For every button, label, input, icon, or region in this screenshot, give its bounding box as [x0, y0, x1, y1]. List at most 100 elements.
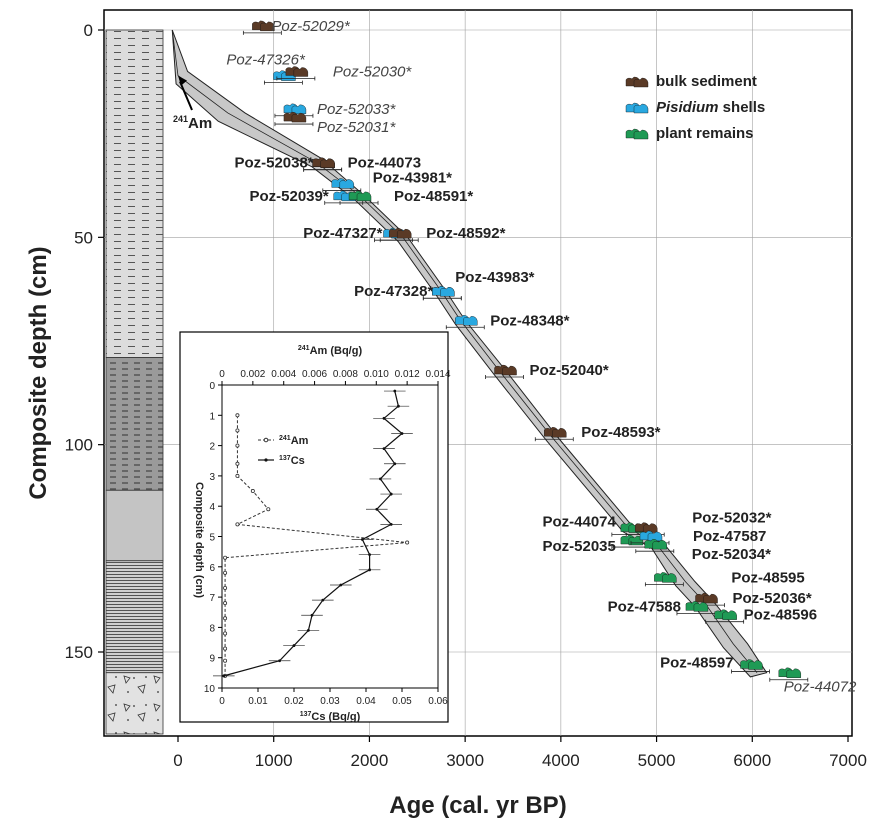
inset-bottom-axis-label: 137Cs (Bq/g)	[300, 711, 361, 723]
inset-bottom-tick-label: 0.03	[320, 696, 340, 707]
date-marker-shell	[647, 531, 663, 542]
cs-point	[222, 674, 226, 678]
inset-top-tick-label: 0.014	[425, 369, 450, 380]
date-marker-shell	[339, 179, 354, 189]
inset-bottom-tick-label: 0.06	[428, 696, 448, 707]
cs-point	[310, 613, 314, 617]
am-pointer-arrowhead	[178, 75, 187, 86]
date-marker-bulk	[320, 158, 335, 168]
date-marker-bulk	[703, 593, 718, 604]
inset-top-tick-label: 0.010	[364, 369, 389, 380]
am-point	[235, 428, 240, 433]
date-label: Poz-52040*	[530, 362, 609, 379]
inset-y-tick-label: 8	[209, 623, 215, 634]
inset-bottom-tick-label: 0	[219, 696, 225, 707]
date-poz-43983-star: Poz-43983*	[422, 269, 535, 301]
inset-y-tick-label: 5	[209, 533, 215, 544]
cs-point	[393, 389, 397, 393]
cs-point	[368, 553, 371, 557]
lithology-unit-5	[105, 672, 164, 735]
inset-top-tick-label: 0	[219, 369, 225, 380]
am-point	[223, 646, 228, 651]
date-label: Poz-47587	[693, 528, 766, 545]
date-poz-48593-star: Poz-48593*	[534, 424, 661, 442]
inset-bottom-tick-label: 0.04	[356, 696, 376, 707]
lithology-unit-4	[105, 560, 164, 674]
date-poz-48595: Poz-48595	[644, 569, 805, 587]
date-marker-plant	[693, 602, 709, 612]
x-axis-ticks: 0 1000 2000 3000 4000 5000 6000 7000	[173, 736, 867, 770]
date-label: Poz-52039*	[249, 188, 328, 205]
inset-y-tick-label: 0	[209, 381, 215, 392]
date-label: Poz-44072	[784, 679, 857, 696]
inset-legend-am-label: 241Am	[279, 435, 309, 447]
date-label: Poz-48592*	[426, 225, 505, 242]
date-label: Poz-52036*	[733, 590, 812, 607]
am-pointer-arrow	[179, 81, 193, 111]
cs-point	[375, 507, 379, 511]
date-label: Poz-52038*	[234, 155, 313, 172]
cs-point	[400, 432, 404, 435]
legend-item-shell: Pisidium shells	[625, 99, 765, 116]
date-label: Poz-52029*	[271, 18, 351, 35]
am-point	[223, 570, 228, 575]
am-point	[235, 413, 240, 418]
inset-y-tick-label: 9	[209, 654, 215, 665]
legend-marker-bulk	[633, 77, 649, 88]
date-label: Poz-48595	[731, 569, 804, 586]
date-label: Poz-48597	[660, 654, 733, 671]
lithology-unit-1-pattern	[106, 30, 163, 358]
date-label: Poz-48591*	[394, 188, 473, 205]
date-label: Poz-44073	[348, 155, 421, 172]
inset-y-tick-label: 6	[209, 563, 215, 574]
cs-point	[382, 416, 386, 420]
date-poz-52040-star: Poz-52040*	[485, 362, 609, 380]
legend-item-plant: plant remains	[625, 125, 754, 142]
date-poz-48596: Poz-48596	[705, 607, 817, 624]
date-label: Poz-47327*	[303, 225, 382, 242]
am-point	[223, 586, 228, 591]
am-point	[223, 658, 228, 663]
am-point	[223, 631, 228, 636]
inset-bottom-tick-label: 0.02	[284, 696, 304, 707]
inset-top-tick-label: 0.004	[271, 369, 296, 380]
inset-bottom-tick-label: 0.01	[248, 696, 268, 707]
am-point	[223, 555, 228, 560]
date-poz-48348-star: Poz-48348*	[445, 312, 570, 330]
date-marker-bulk	[552, 428, 567, 438]
inset-top-tick-label: 0.006	[302, 369, 327, 380]
date-label: Poz-52030*	[333, 63, 413, 80]
legend-item-bulk: bulk sediment	[625, 73, 757, 90]
am-point	[223, 601, 228, 606]
date-marker-plant	[662, 573, 677, 583]
cs-point	[307, 629, 310, 632]
x-tick-label: 0	[173, 751, 182, 770]
cs-point	[379, 477, 382, 481]
cs-point	[339, 583, 343, 587]
inset-y-tick-label: 1	[209, 411, 215, 422]
radiocarbon-dates: Poz-52029* Poz-47326* Poz-52030* Poz-52033*…	[226, 18, 857, 696]
x-tick-label: 6000	[733, 751, 771, 770]
date-poz-52032-star: Poz-52032*	[625, 510, 772, 537]
cs-point	[292, 644, 296, 647]
date-label: Poz-48596	[744, 607, 817, 624]
am-point	[223, 616, 228, 621]
am-pointer-label: 241Am	[173, 114, 212, 132]
inset-legend-cs-label: 137Cs	[279, 455, 305, 467]
date-label: Poz-52034*	[692, 546, 771, 563]
cs-point	[321, 598, 325, 602]
date-label: Poz-48593*	[581, 424, 660, 441]
date-marker-plant	[748, 660, 763, 670]
x-tick-label: 5000	[638, 751, 676, 770]
date-label: Poz-47326*	[226, 52, 306, 69]
y-axis-label: Composite depth (cm)	[25, 246, 52, 499]
cs-point	[389, 492, 393, 496]
legend-marker-shell	[633, 103, 649, 114]
date-poz-52033-star: Poz-52033*	[274, 101, 396, 118]
cs-point	[361, 538, 364, 541]
date-marker-plant	[652, 539, 667, 550]
x-tick-label: 3000	[446, 751, 484, 770]
age-model-band	[171, 29, 768, 678]
x-axis-label: Age (cal. yr BP)	[389, 792, 566, 819]
